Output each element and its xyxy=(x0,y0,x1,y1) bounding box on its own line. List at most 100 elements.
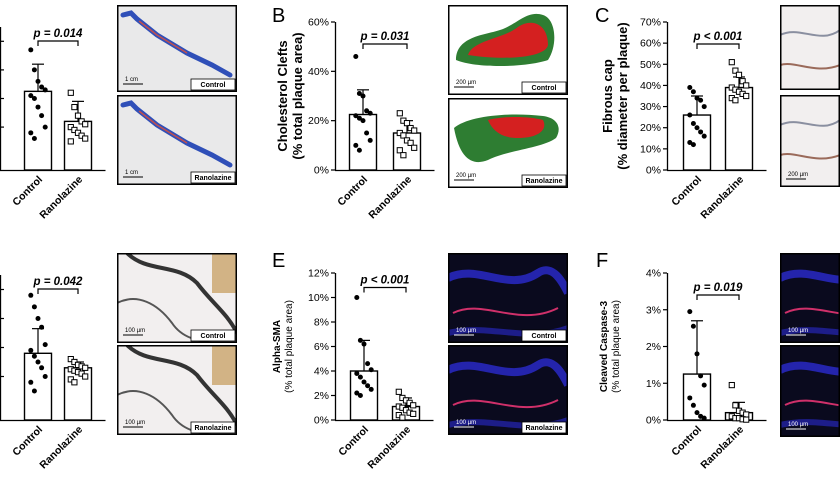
data-point xyxy=(687,112,693,118)
data-point xyxy=(35,78,41,84)
tissue-line xyxy=(780,153,840,160)
data-point xyxy=(743,82,750,89)
data-point xyxy=(690,323,696,329)
scale-bar-label: 1 cm xyxy=(125,77,138,83)
data-point xyxy=(735,71,743,78)
condition-label-box xyxy=(521,421,567,434)
y-axis-label: Alpha-SMA(% total plaque area) xyxy=(272,300,295,393)
scale-bar-label: 100 µm xyxy=(125,328,145,334)
data-point xyxy=(353,113,359,119)
panel-letter-b: B xyxy=(272,5,285,27)
x-tick-label: Ranolazine xyxy=(37,174,85,222)
y-axis-label: Fibrous cap(% diameter per plaque) xyxy=(600,22,630,169)
data-point xyxy=(354,295,360,300)
condition-label-box xyxy=(521,329,567,342)
y-tick-label: 0% xyxy=(314,415,329,427)
data-point xyxy=(28,292,34,298)
data-point xyxy=(82,364,89,371)
data-point xyxy=(694,410,700,416)
data-point xyxy=(67,89,74,96)
micrograph-frame xyxy=(780,253,840,343)
micrograph-frame xyxy=(448,5,568,95)
micrograph-frame xyxy=(780,5,840,90)
nuclei-stain xyxy=(448,358,568,387)
adventitia-region xyxy=(212,253,237,293)
data-point xyxy=(39,365,45,371)
elastin-fiber xyxy=(125,253,237,334)
micrograph-frame xyxy=(117,345,237,435)
p-value-label: p < 0.001 xyxy=(360,275,410,287)
data-point xyxy=(698,97,704,103)
bar-control xyxy=(23,90,53,171)
scale-bar-label: 200 µm xyxy=(456,80,476,86)
data-point xyxy=(28,47,34,53)
condition-label: Control xyxy=(201,333,226,340)
y-tick-label: 3% xyxy=(646,304,661,316)
data-point xyxy=(732,67,739,74)
micrograph-content: 1 cm Control xyxy=(117,5,237,92)
micrograph-B-top: 200 µm Control xyxy=(448,5,568,95)
data-point xyxy=(360,93,366,99)
data-point xyxy=(82,121,89,128)
y-tick-label: 12% xyxy=(308,268,329,280)
significance-bracket xyxy=(696,294,740,300)
data-point xyxy=(690,120,696,126)
data-point xyxy=(71,103,78,111)
scale-bar-label: 1 cm xyxy=(125,170,138,176)
adventitia-region xyxy=(212,345,237,385)
nuclei-stain xyxy=(780,269,840,284)
bar-control xyxy=(348,113,378,171)
condition-label-box xyxy=(190,78,236,91)
data-point xyxy=(694,125,700,131)
micrograph-background xyxy=(780,95,840,187)
nuclei-stain xyxy=(780,419,840,428)
data-point xyxy=(42,87,48,93)
data-point xyxy=(687,395,693,401)
nuclei-stain xyxy=(448,266,568,295)
condition-label-box xyxy=(190,329,236,342)
data-point xyxy=(743,92,750,100)
data-point xyxy=(31,304,37,310)
data-point xyxy=(410,402,417,409)
data-point xyxy=(701,382,707,388)
x-tick-label: Control xyxy=(669,174,704,209)
y-axis-label: Cleaved Caspase-3(% total plaque area) xyxy=(599,300,622,393)
x-tick-label: Ranolazine xyxy=(37,424,85,472)
data-point xyxy=(403,120,411,127)
data-point xyxy=(353,54,359,60)
significance-bracket xyxy=(37,288,79,294)
data-point xyxy=(353,142,359,148)
y-tick-label: 60% xyxy=(308,17,329,29)
scale-bar-label: 100 µm xyxy=(456,328,476,334)
bar-control xyxy=(349,370,379,421)
data-point xyxy=(82,373,89,380)
data-point xyxy=(411,127,418,134)
condition-label: Control xyxy=(532,333,557,340)
micrograph-background xyxy=(780,5,840,90)
micrograph-B-bottom: 200 µm Ranolazine xyxy=(448,98,568,188)
x-tick-label: Control xyxy=(335,174,370,209)
condition-label: Ranolazine xyxy=(195,175,232,182)
condition-label: Ranolazine xyxy=(195,425,232,432)
plaque-lipid-core xyxy=(468,22,548,58)
data-point xyxy=(42,124,48,130)
micrograph-frame xyxy=(448,345,568,435)
condition-label-box xyxy=(190,171,236,184)
micrograph-A-top: 1 cm Control xyxy=(117,5,237,92)
y-axis-label-line2: (% diameter per plaque) xyxy=(615,22,630,169)
data-point xyxy=(364,108,370,114)
condition-label-box xyxy=(521,81,567,94)
micrograph-content: 100 µm Ranolazine xyxy=(448,345,568,435)
data-point xyxy=(31,388,37,394)
chart-f: 0% 1% 2% 3% 4% Cleaved Caspase-3(% total plaq… xyxy=(599,268,767,471)
nuclei-stain xyxy=(780,361,840,376)
micrograph-content: 200 µm Ranolazine xyxy=(448,98,568,188)
x-tick-label: Control xyxy=(10,174,45,209)
data-point xyxy=(28,93,34,99)
data-point xyxy=(31,136,37,142)
micrograph-F-bottom: 100 µm xyxy=(780,345,840,437)
x-tick-label: Control xyxy=(669,424,704,459)
